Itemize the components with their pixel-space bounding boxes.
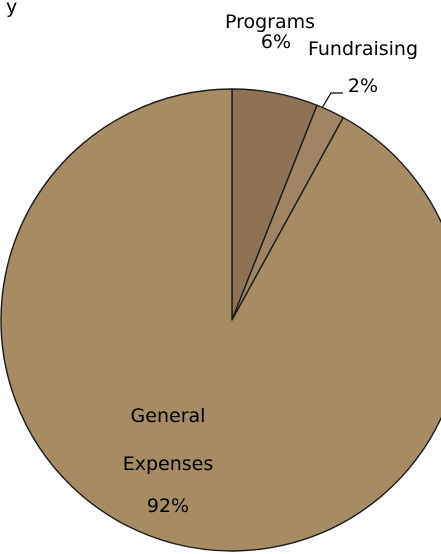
slice-labels: Programs 6% Fundraising 2% General Expen… [123,11,418,517]
slice-label-programs-value: 6% [261,31,291,53]
slice-label-fundraising-value: 2% [348,75,378,97]
slice-label-programs-name: Programs [225,11,315,33]
slice-label-fundraising-name: Fundraising [308,38,418,60]
fundraising-leader-line [321,92,343,109]
slice-label-general-name-line1: General [131,405,206,427]
clipped-title-fragment: y [6,0,17,18]
slice-label-general-value: 92% [147,495,189,517]
pie-slices [0,88,441,552]
slice-label-general-name-line2: Expenses [123,453,214,475]
pie-slice-general-expenses [0,88,441,552]
